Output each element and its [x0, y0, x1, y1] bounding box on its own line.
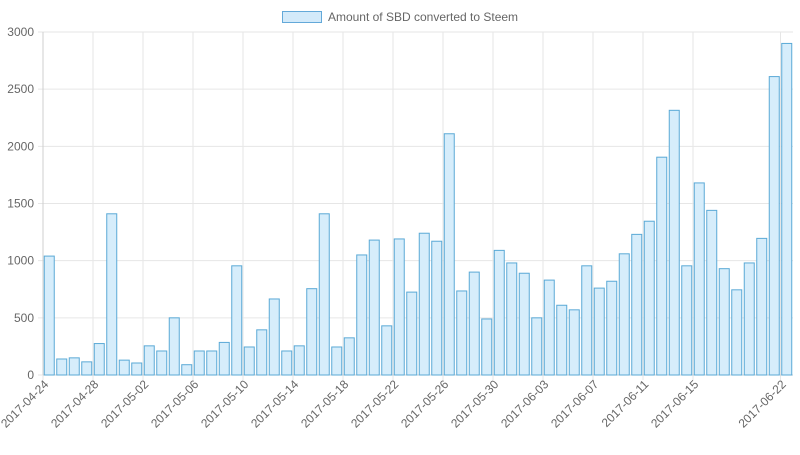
bar: [231, 265, 243, 376]
bar: [781, 42, 793, 376]
x-tick-label: 2017-05-10: [198, 377, 252, 431]
bar: [356, 254, 368, 376]
y-tick-label: 2000: [7, 139, 34, 153]
bar: [493, 249, 505, 376]
bar: [268, 298, 280, 376]
x-tick-label: 2017-06-11: [599, 377, 652, 430]
legend-label: Amount of SBD converted to Steem: [327, 9, 519, 24]
x-tick-label: 2017-05-14: [248, 377, 302, 431]
bar: [181, 364, 193, 376]
bar: [143, 345, 155, 376]
bar: [106, 213, 118, 376]
x-tick-label: 2017-06-03: [498, 377, 552, 431]
bar: [593, 287, 605, 376]
bar: [631, 233, 643, 376]
y-tick-label: 0: [27, 368, 34, 382]
bar: [581, 265, 593, 376]
x-tick-label: 2017-05-06: [148, 377, 202, 431]
bar: [506, 262, 518, 376]
y-tick-label: 500: [14, 311, 34, 325]
bar: [168, 317, 180, 376]
bar: [731, 289, 743, 376]
y-tick-label: 1000: [7, 254, 34, 268]
bar: [443, 133, 455, 376]
bar: [393, 238, 405, 376]
legend[interactable]: Amount of SBD converted to Steem: [0, 9, 800, 24]
bar: [706, 209, 718, 376]
bar: [606, 280, 618, 376]
bar: [768, 76, 780, 376]
bar: [668, 109, 680, 376]
bar: [118, 359, 130, 376]
x-tick-label: 2017-05-30: [448, 377, 502, 431]
bar: [131, 362, 143, 376]
x-tick-label: 2017-06-22: [736, 377, 790, 431]
y-tick-label: 1500: [7, 197, 34, 211]
x-tick-label: 2017-05-26: [398, 377, 452, 431]
bar: [243, 346, 255, 376]
bar: [343, 337, 355, 376]
x-tick-label: 2017-05-02: [98, 377, 152, 431]
legend-swatch: [281, 10, 322, 23]
bar: [281, 350, 293, 376]
bar: [618, 253, 630, 376]
bar: [93, 343, 105, 376]
bar: [481, 318, 493, 376]
bar: [743, 262, 755, 376]
bar: [718, 268, 730, 376]
bar: [681, 265, 693, 376]
bar: [68, 357, 80, 376]
bar: [293, 345, 305, 376]
x-tick-label: 2017-05-18: [298, 377, 352, 431]
bar: [193, 350, 205, 376]
bar: [531, 317, 543, 376]
x-tick-label: 2017-04-28: [48, 377, 102, 431]
bar: [206, 350, 218, 376]
bar: [643, 220, 655, 376]
y-tick-label: 2500: [7, 82, 34, 96]
bar: [418, 232, 430, 376]
bar: [556, 304, 568, 376]
bar: [218, 341, 230, 376]
bar: [518, 272, 530, 376]
bar: [406, 291, 418, 376]
bar: [318, 213, 330, 376]
bar: [368, 239, 380, 376]
bar: [656, 156, 668, 376]
bar: [381, 325, 393, 376]
bar: [568, 309, 580, 376]
x-tick-label: 2017-06-15: [648, 377, 702, 431]
bar: [456, 290, 468, 376]
bar: [331, 346, 343, 376]
bar: [543, 279, 555, 376]
bar: [43, 255, 55, 376]
x-tick-label: 2017-05-22: [348, 377, 402, 431]
bar: [81, 361, 93, 376]
bar: [256, 329, 268, 376]
bar: [693, 182, 705, 376]
bar: [156, 350, 168, 376]
bar: [468, 271, 480, 376]
bar: [431, 240, 443, 376]
y-tick-label: 3000: [7, 25, 34, 39]
x-tick-label: 2017-04-24: [0, 377, 52, 431]
bar: [56, 358, 68, 376]
bar: [306, 288, 318, 376]
bar: [756, 237, 768, 376]
x-tick-label: 2017-06-07: [548, 377, 602, 431]
